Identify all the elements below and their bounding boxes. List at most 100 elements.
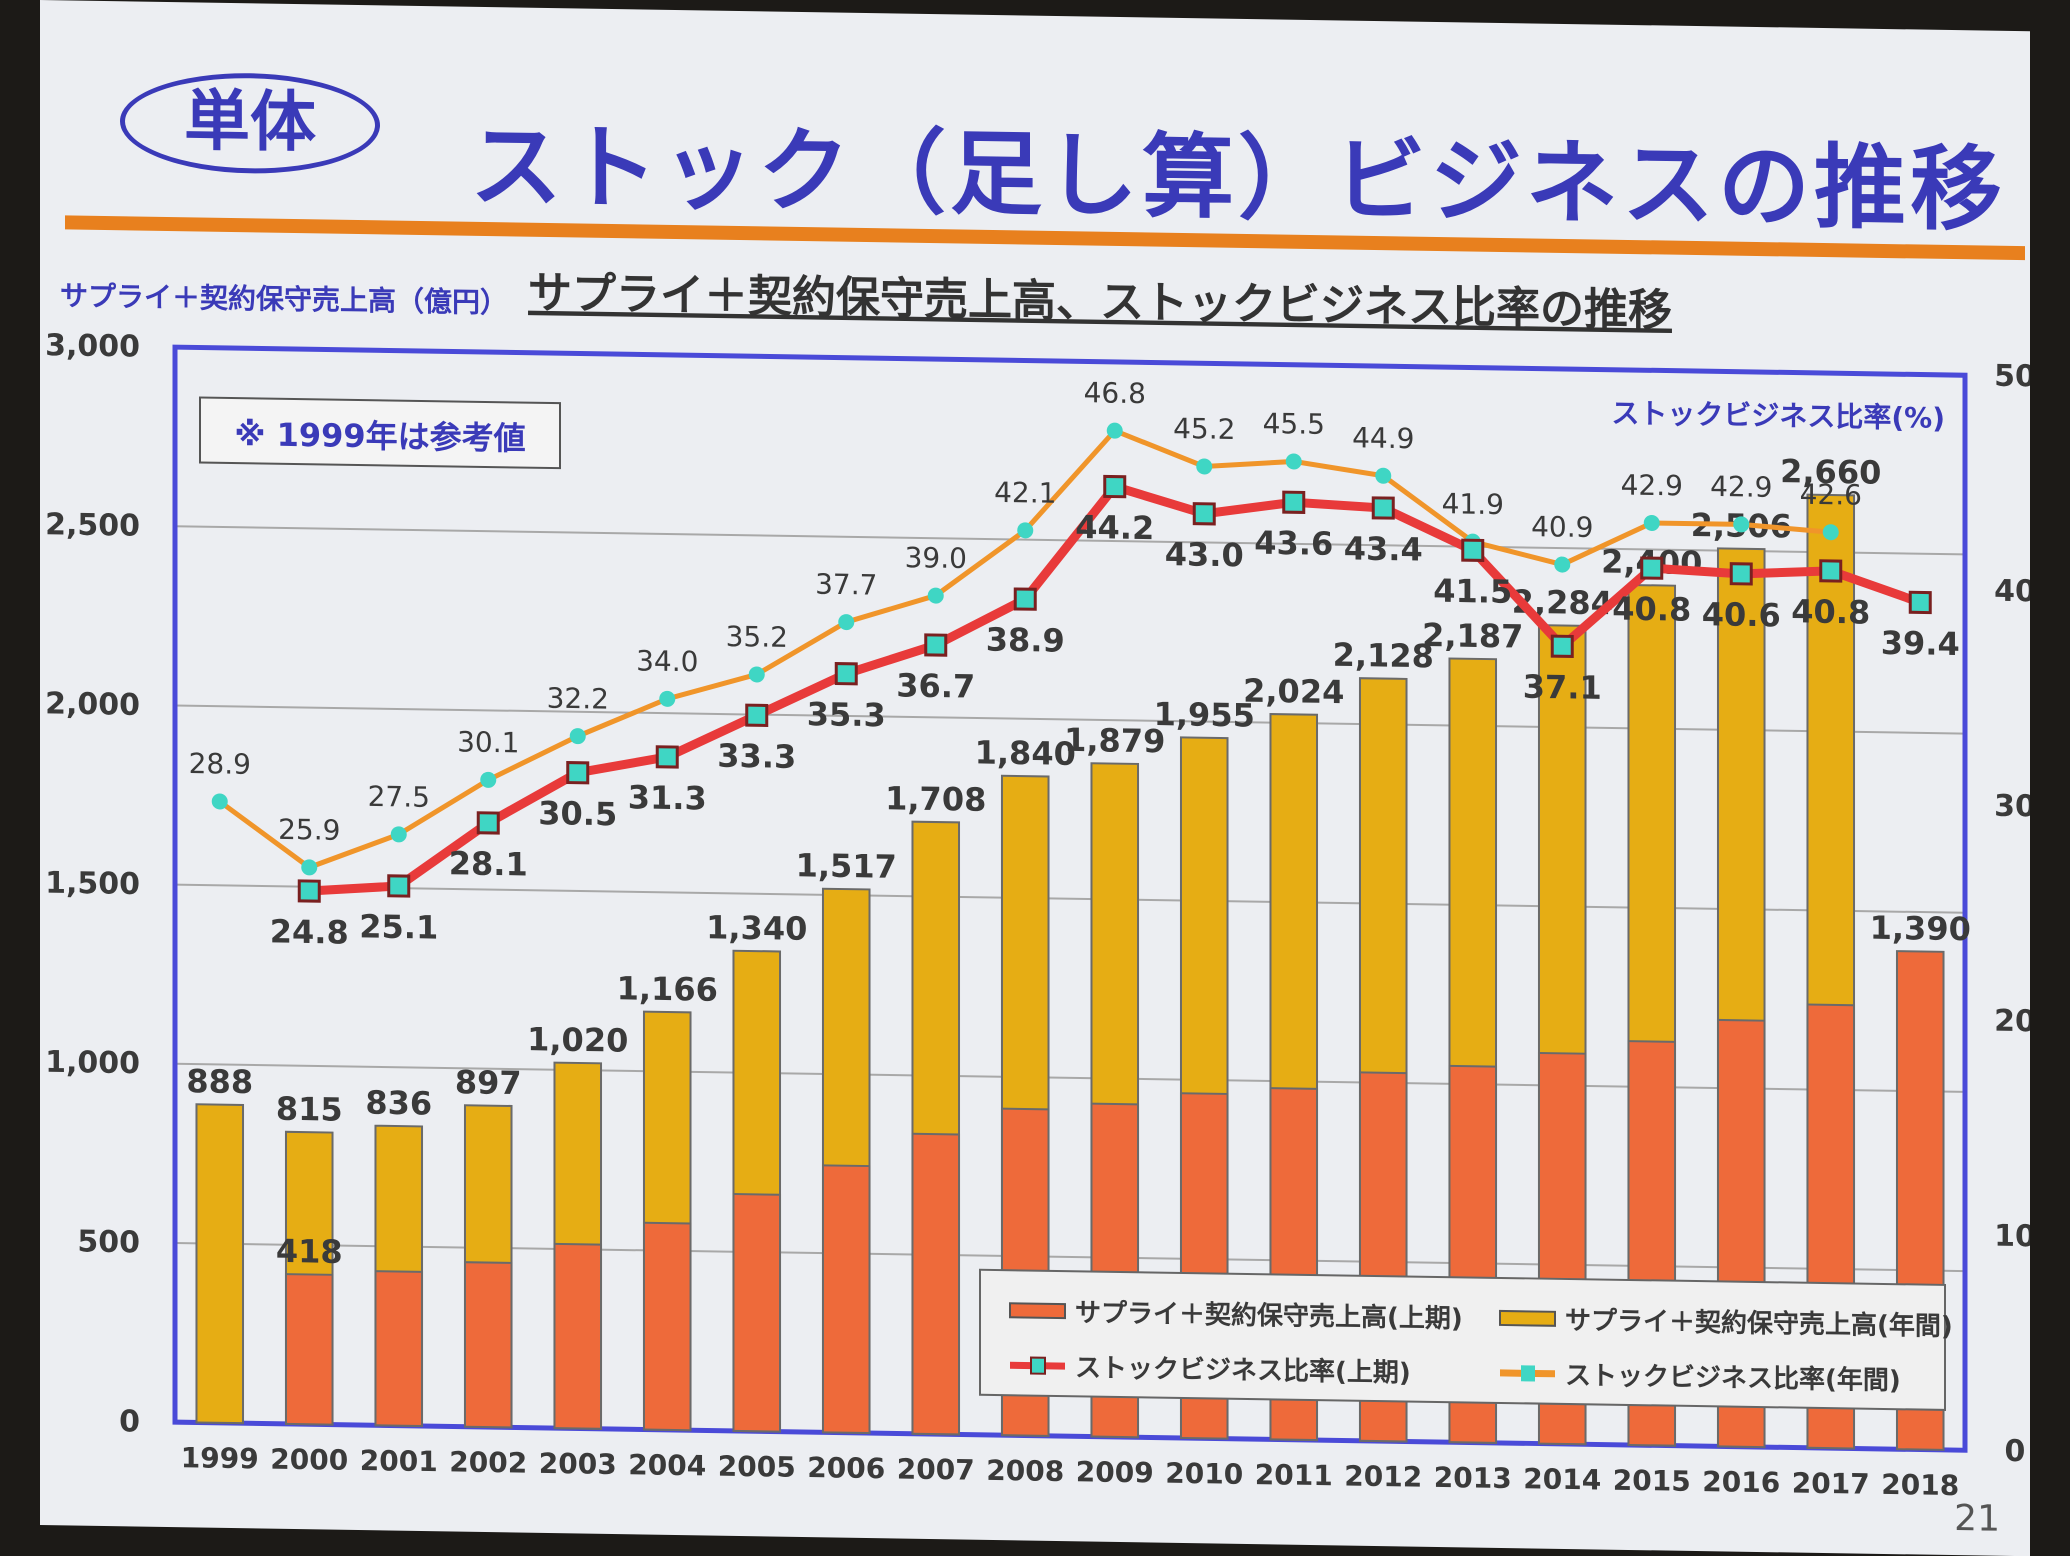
marker-square (387, 874, 411, 898)
ratio-label-first-half: 36.7 (896, 666, 975, 705)
gridline (175, 1241, 1965, 1273)
marker-diamond (927, 587, 944, 604)
legend-swatch (1499, 1309, 1556, 1327)
x-tick-label: 2013 (1434, 1461, 1512, 1495)
ratio-label-first-half: 30.5 (538, 794, 617, 833)
marker-square (1640, 556, 1664, 580)
bar-label-annual: 1,340 (706, 908, 807, 948)
bar-label-annual: 1,879 (1064, 721, 1165, 761)
x-tick-label: 2006 (807, 1451, 885, 1485)
x-tick-label: 2001 (360, 1444, 438, 1478)
x-tick-label: 2002 (449, 1445, 527, 1479)
x-tick-label: 2009 (1076, 1455, 1154, 1489)
ratio-label-first-half: 40.8 (1791, 592, 1870, 631)
x-tick-label: 2011 (1255, 1458, 1333, 1492)
ratio-label-first-half: 40.8 (1612, 590, 1691, 629)
marker-square (655, 745, 679, 769)
ratio-label-annual: 45.2 (1173, 412, 1235, 446)
legend (979, 1268, 1946, 1411)
y-tick-label: 1,000 (45, 1045, 140, 1081)
ratio-label-annual: 46.8 (1084, 376, 1146, 410)
bar-label-annual: 1,517 (796, 846, 897, 886)
ratio-label-annual: 27.5 (368, 780, 430, 814)
ratio-label-annual: 42.1 (994, 476, 1056, 510)
ratio-label-first-half: 40.6 (1702, 595, 1781, 634)
y2-axis-label: ストックビジネス比率(%) (1611, 397, 1945, 435)
note-text: ※ 1999年は参考値 (234, 415, 525, 458)
marker-square (1103, 474, 1127, 499)
legend-marker (1521, 1365, 1535, 1382)
gridline (175, 1062, 1965, 1093)
x-tick-label: 2016 (1702, 1465, 1780, 1499)
bar-first-half (463, 1261, 513, 1429)
plot-frame (172, 344, 1968, 1453)
marker-diamond (1554, 556, 1571, 573)
marker-diamond (301, 859, 318, 876)
x-tick-label: 2017 (1792, 1467, 1870, 1501)
x-tick-label: 2000 (270, 1443, 348, 1477)
ratio-label-first-half: 24.8 (270, 912, 349, 951)
marker-diamond (1733, 516, 1750, 533)
bar-first-half (553, 1242, 603, 1430)
y2-tick-label: 0 (2005, 1434, 2026, 1469)
bar-label-annual: 1,020 (527, 1020, 628, 1060)
ratio-label-first-half: 44.2 (1075, 508, 1154, 547)
x-tick-label: 2007 (897, 1452, 975, 1486)
x-tick-label: 2005 (718, 1450, 796, 1484)
marker-diamond (1822, 524, 1839, 541)
ratio-label-first-half: 39.4 (1881, 624, 1960, 663)
bar-label-annual: 888 (186, 1062, 253, 1101)
ratio-label-first-half: 43.0 (1165, 535, 1244, 574)
bar-label-annual: 2,660 (1780, 452, 1881, 492)
marker-square (745, 703, 769, 727)
bar-first-half (911, 1132, 961, 1436)
marker-square (1013, 587, 1037, 611)
marker-square (1192, 502, 1216, 526)
bar-first-half (642, 1221, 692, 1432)
ratio-label-first-half: 35.3 (807, 695, 886, 734)
x-tick-label: 2003 (539, 1447, 617, 1481)
x-tick-label: 2015 (1613, 1464, 1691, 1498)
bar-label-annual: 815 (276, 1090, 343, 1129)
marker-square (834, 662, 858, 686)
marker-diamond (1106, 422, 1123, 439)
marker-diamond (390, 826, 407, 843)
legend-label: ストックビジネス比率(上期) (1075, 1352, 1411, 1388)
y2-tick-label: 50 (1994, 359, 2030, 395)
ratio-label-annual: 42.9 (1710, 470, 1772, 504)
marker-diamond (569, 728, 586, 745)
bar-label-annual: 836 (365, 1084, 432, 1123)
ratio-label-annual: 39.0 (905, 541, 967, 575)
ratio-label-annual: 37.7 (815, 568, 877, 602)
ratio-label-annual: 35.2 (726, 620, 788, 654)
ratio-label-annual: 42.6 (1800, 478, 1862, 512)
y2-tick-label: 30 (1994, 789, 2030, 825)
ratio-label-annual: 40.9 (1531, 510, 1593, 544)
ratio-label-annual: 25.9 (278, 813, 340, 847)
marker-diamond (659, 690, 676, 707)
note-box (199, 396, 561, 470)
legend-marker (1030, 1356, 1046, 1375)
ratio-label-first-half: 38.9 (986, 621, 1065, 660)
gridline (175, 883, 1965, 914)
marker-diamond (1375, 467, 1392, 484)
bar-label-annual: 897 (455, 1063, 522, 1102)
marker-square (566, 761, 590, 785)
y-tick-label: 2,000 (45, 686, 140, 722)
marker-square (1371, 496, 1395, 520)
y-tick-label: 1,500 (45, 866, 140, 902)
marker-square (476, 811, 500, 835)
x-tick-label: 2008 (986, 1454, 1064, 1488)
marker-square (1908, 590, 1932, 615)
ratio-label-first-half: 43.4 (1344, 529, 1423, 568)
ratio-label-annual: 32.2 (547, 682, 609, 716)
x-tick-label: 1999 (181, 1441, 259, 1475)
marker-diamond (838, 614, 855, 631)
page-number: 21 (1954, 1498, 2000, 1540)
marker-diamond (211, 793, 228, 810)
chart-title: サプライ＋契約保守売上高、ストックビジネス比率の推移 (528, 268, 1672, 337)
y-tick-label: 0 (119, 1404, 140, 1439)
ratio-label-first-half: 43.6 (1254, 524, 1333, 563)
ratio-label-first-half: 31.3 (628, 778, 707, 817)
marker-square (297, 879, 321, 903)
